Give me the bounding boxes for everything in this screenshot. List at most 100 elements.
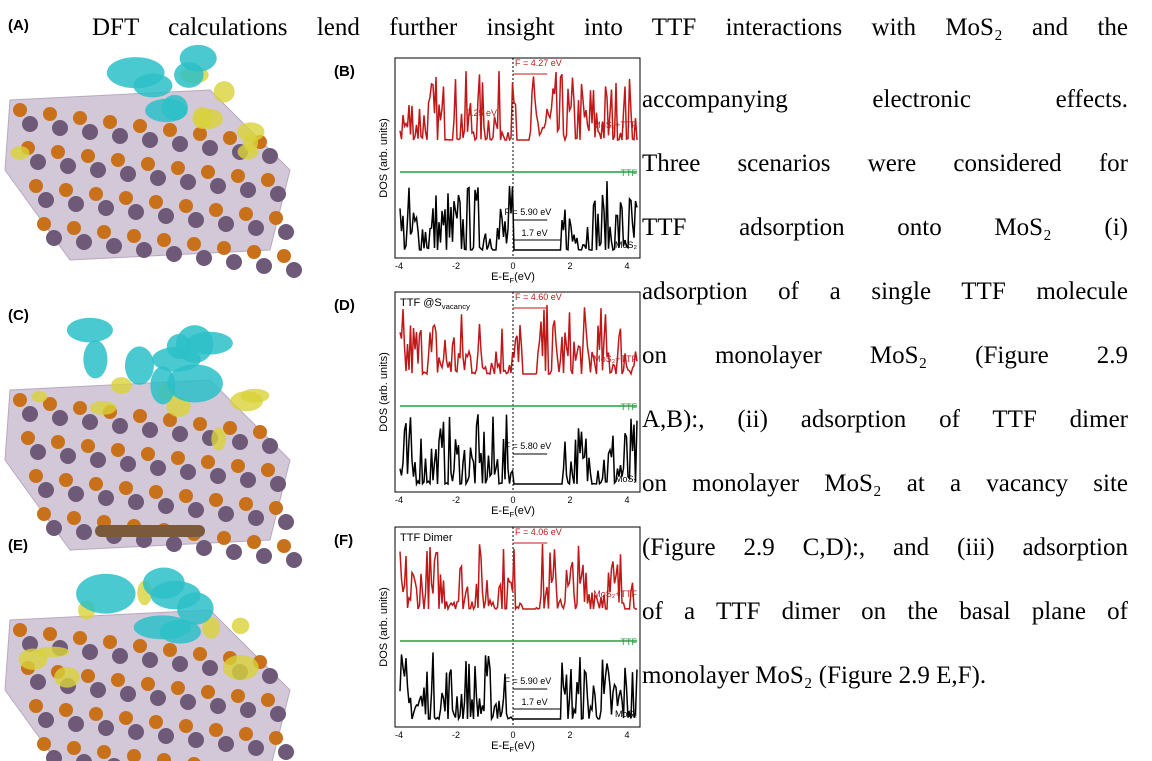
dos-plot: (B)MoS₂+TTFTTFMoS₂F = 4.27 eVF = 5.90 eV… bbox=[334, 58, 640, 285]
mo-atom bbox=[188, 212, 204, 228]
fermi-label: F = 4.27 eV bbox=[515, 58, 562, 68]
inset-title: TTF @Svacancy bbox=[400, 297, 470, 311]
s-atom bbox=[253, 425, 267, 439]
mo-atom bbox=[270, 476, 286, 492]
fermi-label: F = 5.80 eV bbox=[504, 441, 551, 451]
mo-atom bbox=[112, 128, 128, 144]
s-atom bbox=[201, 685, 215, 699]
mo-atom bbox=[136, 242, 152, 258]
mo-atom bbox=[240, 182, 256, 198]
text-part: (eV) bbox=[514, 740, 535, 752]
s-atom bbox=[193, 417, 207, 431]
mo-atom bbox=[142, 652, 158, 668]
series-label: MoS₂+TTF bbox=[593, 589, 637, 599]
s-atom bbox=[163, 123, 177, 137]
s-atom bbox=[261, 463, 275, 477]
mo-atom bbox=[256, 258, 272, 274]
charge-yellow bbox=[214, 81, 235, 102]
s-atom bbox=[13, 393, 27, 407]
mo-atom bbox=[218, 736, 234, 752]
x-tick-label: 2 bbox=[567, 261, 572, 271]
series-label: TTF bbox=[621, 637, 638, 647]
s-atom bbox=[179, 199, 193, 213]
structure-image bbox=[5, 45, 302, 278]
s-atom bbox=[193, 127, 207, 141]
s-atom bbox=[89, 187, 103, 201]
charge-yellow bbox=[90, 401, 117, 415]
body-line: Three scenarios were considered for bbox=[642, 150, 1128, 178]
s-atom bbox=[239, 207, 253, 221]
s-atom bbox=[21, 431, 35, 445]
mo-atom bbox=[76, 524, 92, 540]
s-atom bbox=[13, 623, 27, 637]
s-atom bbox=[111, 443, 125, 457]
mo-atom bbox=[180, 694, 196, 710]
s-atom bbox=[261, 693, 275, 707]
body-line: on monolayer MoS₂ at a vacancy site bbox=[642, 470, 1128, 498]
charge-yellow bbox=[36, 647, 69, 658]
x-tick-label: 4 bbox=[624, 495, 629, 505]
mo-atom bbox=[38, 192, 54, 208]
s-atom bbox=[29, 179, 43, 193]
mo-atom bbox=[196, 250, 212, 266]
s-atom bbox=[67, 221, 81, 235]
s-atom bbox=[171, 161, 185, 175]
x-tick-label: 2 bbox=[567, 495, 572, 505]
s-atom bbox=[59, 473, 73, 487]
mo-atom bbox=[128, 494, 144, 510]
mo-atom bbox=[68, 486, 84, 502]
s-atom bbox=[13, 103, 27, 117]
mo-atom bbox=[90, 452, 106, 468]
text-part: E-E bbox=[491, 505, 509, 517]
mo-atom bbox=[52, 410, 68, 426]
s-atom bbox=[81, 439, 95, 453]
gap-label: 1.7 eV bbox=[522, 697, 548, 707]
mo-atom bbox=[22, 406, 38, 422]
fermi-label: F = 4.06 eV bbox=[515, 527, 562, 537]
s-atom bbox=[51, 435, 65, 449]
mo-atom bbox=[112, 648, 128, 664]
mo-atom bbox=[68, 716, 84, 732]
s-atom bbox=[217, 531, 231, 545]
subscript: vacancy bbox=[442, 302, 470, 311]
x-tick-label: -2 bbox=[452, 261, 460, 271]
s-atom bbox=[133, 639, 147, 653]
s-atom bbox=[81, 669, 95, 683]
x-tick-label: 4 bbox=[624, 261, 629, 271]
s-atom bbox=[37, 507, 51, 521]
s-atom bbox=[269, 501, 283, 515]
mo-atom bbox=[60, 448, 76, 464]
series-label: MoS₂ bbox=[615, 474, 638, 484]
s-atom bbox=[141, 157, 155, 171]
page: DFT calculations lend further insight in… bbox=[0, 0, 1152, 761]
charge-yellow bbox=[54, 667, 80, 688]
series-label: MoS₂+TTF bbox=[593, 354, 637, 364]
s-atom bbox=[89, 477, 103, 491]
s-atom bbox=[73, 631, 87, 645]
s-atom bbox=[127, 229, 141, 243]
charge-cyan bbox=[180, 45, 217, 72]
s-atom bbox=[277, 249, 291, 263]
figure: (A)(C)(E)(B)MoS₂+TTFTTFMoS₂F = 4.27 eVF … bbox=[0, 0, 650, 761]
mo-atom bbox=[112, 418, 128, 434]
s-atom bbox=[269, 211, 283, 225]
series-label: TTF bbox=[621, 402, 638, 412]
series-label: MoS₂ bbox=[615, 709, 638, 719]
s-atom bbox=[239, 497, 253, 511]
s-atom bbox=[59, 183, 73, 197]
mo-atom bbox=[218, 216, 234, 232]
s-atom bbox=[223, 131, 237, 145]
s-atom bbox=[67, 511, 81, 525]
mo-atom bbox=[30, 154, 46, 170]
mo-atom bbox=[128, 724, 144, 740]
s-atom bbox=[179, 489, 193, 503]
s-atom bbox=[247, 245, 261, 259]
s-atom bbox=[67, 741, 81, 755]
x-tick-label: -2 bbox=[452, 730, 460, 740]
charge-cyan bbox=[76, 574, 135, 614]
mo-atom bbox=[82, 644, 98, 660]
x-tick-label: -4 bbox=[395, 495, 403, 505]
mo-atom bbox=[172, 656, 188, 672]
panel-label: (B) bbox=[334, 63, 355, 80]
